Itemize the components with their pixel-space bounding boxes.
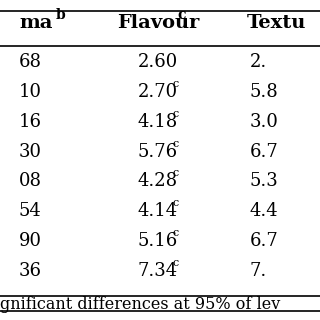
Text: 4.18: 4.18 — [138, 113, 178, 131]
Text: 10: 10 — [19, 83, 42, 101]
Text: c: c — [173, 228, 179, 238]
Text: c: c — [173, 168, 179, 179]
Text: ma: ma — [19, 14, 53, 32]
Text: c: c — [173, 258, 179, 268]
Text: Textu: Textu — [246, 14, 306, 32]
Text: 5.8: 5.8 — [250, 83, 278, 101]
Text: 6.7: 6.7 — [250, 143, 278, 161]
Text: c: c — [173, 109, 179, 119]
Text: 4.28: 4.28 — [138, 172, 178, 190]
Text: 7.: 7. — [250, 262, 267, 280]
Text: b: b — [56, 8, 66, 22]
Text: c: c — [178, 8, 186, 22]
Text: 36: 36 — [19, 262, 42, 280]
Text: Flavour: Flavour — [117, 14, 199, 32]
Text: 68: 68 — [19, 53, 42, 71]
Text: 08: 08 — [19, 172, 42, 190]
Text: 5.76: 5.76 — [138, 143, 178, 161]
Text: 90: 90 — [19, 232, 42, 250]
Text: c: c — [173, 139, 179, 149]
Text: 5.16: 5.16 — [138, 232, 178, 250]
Text: 3.0: 3.0 — [250, 113, 278, 131]
Text: 4.4: 4.4 — [250, 202, 278, 220]
Text: 2.: 2. — [250, 53, 267, 71]
Text: 6.7: 6.7 — [250, 232, 278, 250]
Text: 30: 30 — [19, 143, 42, 161]
Text: 4.14: 4.14 — [138, 202, 178, 220]
Text: 54: 54 — [19, 202, 42, 220]
Text: 16: 16 — [19, 113, 42, 131]
Text: 5.3: 5.3 — [250, 172, 278, 190]
Text: 2.70: 2.70 — [138, 83, 178, 101]
Text: c: c — [173, 79, 179, 89]
Text: c: c — [173, 198, 179, 208]
Text: 2.60: 2.60 — [138, 53, 178, 71]
Text: gnificant differences at 95% of lev: gnificant differences at 95% of lev — [0, 296, 280, 313]
Text: 7.34: 7.34 — [138, 262, 178, 280]
